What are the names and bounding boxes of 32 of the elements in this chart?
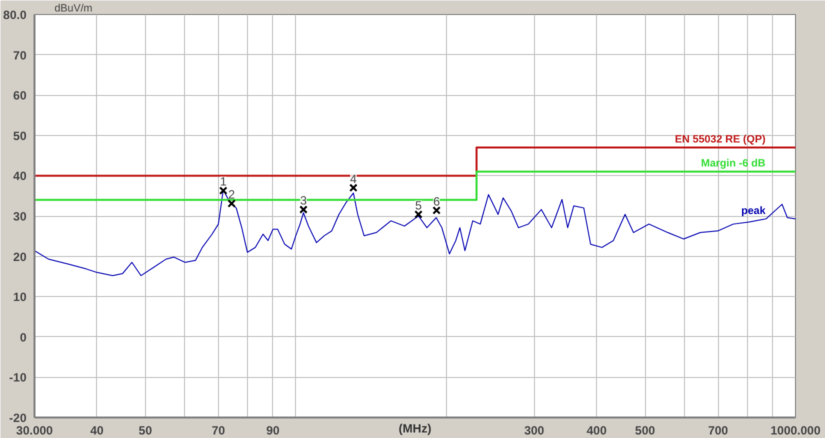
annotation: 1 <box>220 174 227 189</box>
y-tick-label: 50 <box>13 128 27 143</box>
x-tick-label: 90 <box>266 424 280 438</box>
annotation: 2 <box>228 188 236 202</box>
x-tick-label: 500 <box>635 424 656 438</box>
series-label: peak <box>741 204 766 217</box>
y-tick-label: 40 <box>13 169 27 184</box>
y-tick-label: 10 <box>13 290 27 304</box>
y-axis-title: dBuV/m <box>54 2 93 14</box>
x-tick-label: 50 <box>138 424 152 438</box>
y-tick-label: 60 <box>13 88 27 103</box>
annotation: 3 <box>300 194 308 208</box>
y-tick-label: 70 <box>13 48 27 62</box>
x-tick-label: 700 <box>708 424 728 438</box>
y-tick-label: 30 <box>13 210 27 224</box>
x-tick-label: 30.000 <box>16 424 54 438</box>
x-axis-title: (MHz) <box>398 422 432 436</box>
x-tick-label: 1000.000 <box>770 424 821 438</box>
annotation: 5 <box>415 198 422 212</box>
x-tick-label: 70 <box>212 424 226 438</box>
series-label: Margin -6 dB <box>700 158 766 170</box>
x-tick-label: 40 <box>90 424 104 438</box>
y-tick-label: -20 <box>9 411 27 425</box>
y-tick-label: -10 <box>9 370 27 385</box>
x-tick-label: 400 <box>586 424 607 438</box>
series-label: EN 55032 RE (QP) <box>674 133 766 146</box>
annotation: 4 <box>350 172 358 186</box>
y-tick-label: 80.0 <box>3 8 27 22</box>
y-tick-label: 20 <box>13 250 27 264</box>
y-tick-label: 0 <box>20 330 27 344</box>
x-tick-label: 300 <box>524 424 545 438</box>
annotation: 6 <box>433 194 440 208</box>
